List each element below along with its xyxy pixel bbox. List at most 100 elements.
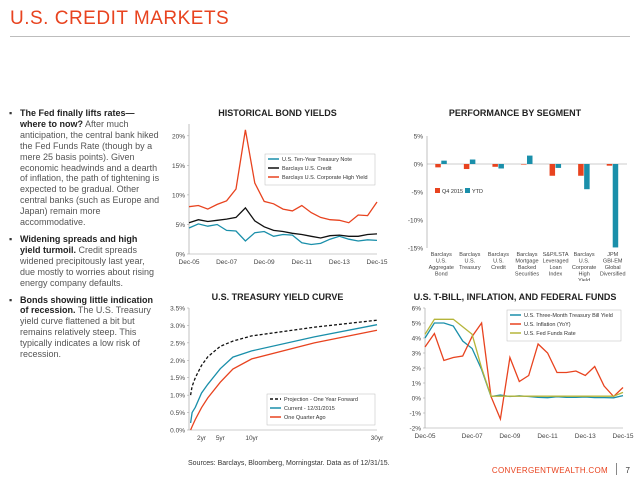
y-tick-label: 2% (412, 366, 422, 373)
x-tick-label: Dec-13 (575, 433, 596, 440)
category-label: Barclays (488, 252, 509, 258)
category-label: U.S. (465, 259, 476, 265)
bullet-body: Credit spreads widened precipitously las… (20, 244, 155, 288)
x-tick-label: Dec-09 (254, 259, 275, 266)
legend-swatch (435, 188, 440, 193)
series-line (188, 223, 378, 246)
x-tick-label: Dec-07 (216, 259, 237, 266)
y-tick-label: 5% (176, 222, 186, 229)
category-label: Mortgage (515, 259, 538, 265)
category-label: Barclays (459, 252, 480, 258)
chart-tbill-inflation-fedfunds: U.S. T-BILL, INFLATION, AND FEDERAL FUND… (395, 292, 635, 452)
page-title: U.S. CREDIT MARKETS (10, 8, 230, 29)
category-label: Yield (578, 278, 590, 281)
y-tick-label: -10% (408, 218, 423, 225)
chart-title: PERFORMANCE BY SEGMENT (448, 108, 582, 118)
y-tick-label: 3% (412, 351, 422, 358)
legend-label: One Quarter Ago (284, 415, 326, 421)
x-tick-label: 10yr (245, 435, 258, 442)
category-label: JPM (607, 252, 618, 258)
y-tick-label: 1% (412, 381, 422, 388)
website-link[interactable]: CONVERGENTWEALTH.COM (491, 466, 608, 475)
bar (549, 164, 556, 176)
bullet-heading: Widening spreads and high yield turmoil. (20, 233, 138, 255)
y-tick-label: -5% (411, 190, 423, 197)
series-line (424, 318, 624, 397)
category-label: Securities (515, 272, 539, 278)
legend-box (266, 393, 376, 426)
chart-performance-by-segment: PERFORMANCE BY SEGMENT 5% 0% -5% -10% -15% Ba… (395, 108, 635, 284)
y-tick-label: -2% (409, 426, 421, 433)
y-tick-label: 0% (176, 252, 186, 259)
bullet-item: The Fed finally lifts rates— where to no… (8, 108, 160, 228)
bar (521, 164, 527, 165)
series-line (189, 319, 378, 396)
x-tick-label: Dec-15 (613, 433, 634, 440)
bullet-body: After much anticipation, the central ban… (20, 118, 160, 228)
category-label: Global (605, 265, 621, 271)
y-tick-label: 2.0% (170, 358, 185, 365)
legend-label: U.S. Ten-Year Treasury Note (282, 157, 352, 163)
y-tick-label: 1.0% (170, 393, 185, 400)
legend-label: Q4 2015 (442, 189, 463, 195)
chart-title: U.S. T-BILL, INFLATION, AND FEDERAL FUND… (413, 292, 617, 302)
legend-label: Current - 12/31/2015 (284, 406, 335, 412)
x-tick-label: Dec-11 (292, 259, 313, 266)
x-tick-label: 5yr (216, 435, 226, 442)
series-line (188, 129, 378, 224)
bar (498, 164, 504, 169)
category-label: Treasury (459, 265, 481, 271)
category-label: U.S. (493, 259, 504, 265)
legend-label: U.S. Fed Funds Rate (524, 331, 576, 337)
category-label: High (578, 272, 589, 278)
x-tick-label: 2yr (197, 435, 207, 442)
category-label: Aggregate (429, 265, 454, 271)
performance-by-segment-plot: 5%0%-5%-10%-15%BarclaysU.S.AggregateBond… (408, 134, 627, 284)
chart-title: HISTORICAL BOND YIELDS (218, 108, 337, 118)
y-tick-label: 2.5% (170, 340, 185, 347)
x-tick-label: Dec-05 (415, 433, 436, 440)
bar (584, 164, 590, 190)
sources-note: Sources: Barclays, Bloomberg, Morningsta… (188, 460, 390, 467)
bullet-item: Bonds showing little indication of reces… (8, 295, 160, 360)
y-tick-label: 5% (412, 321, 422, 328)
x-tick-label: Dec-13 (329, 259, 350, 266)
category-label: Diversified (600, 272, 626, 278)
y-tick-label: 20% (172, 133, 185, 140)
category-label: Index (549, 272, 563, 278)
category-label: Credit (491, 265, 506, 271)
footer-divider (616, 463, 617, 475)
bar (463, 164, 470, 170)
bullet-heading: The Fed finally lifts rates— where to no… (20, 108, 135, 129)
legend-label: Barclays U.S. Corporate High Yield (282, 175, 368, 181)
bar (555, 164, 562, 168)
y-tick-label: 15% (172, 163, 185, 170)
bar (492, 164, 498, 167)
commentary-list: The Fed finally lifts rates— where to no… (8, 108, 160, 366)
chart-historical-bond-yields: HISTORICAL BOND YIELDS 0% 5% 10% 15% 20% Dec-… (165, 108, 390, 268)
category-label: Corporate (572, 265, 596, 271)
y-tick-label: 10% (172, 192, 185, 199)
x-tick-label: Dec-05 (179, 259, 200, 266)
category-label: Leveraged (543, 259, 569, 265)
bar (527, 155, 533, 164)
category-label: S&P/LSTA (543, 252, 569, 258)
x-tick-label: Dec-15 (367, 259, 388, 266)
bar (435, 164, 441, 168)
y-tick-label: 1.5% (170, 375, 185, 382)
y-tick-label: 0.0% (170, 428, 185, 435)
category-label: Bond (435, 272, 448, 278)
bullet-item: Widening spreads and high yield turmoil.… (8, 234, 160, 289)
legend-label: U.S. Inflation (YoY) (524, 322, 571, 328)
page-number: 7 (625, 466, 630, 475)
y-tick-label: 5% (414, 134, 424, 141)
legend-box (264, 153, 376, 186)
category-label: Loan (549, 265, 561, 271)
bar (441, 160, 447, 164)
legend-box (506, 309, 622, 342)
category-label: Barclays (574, 252, 595, 258)
series-line (190, 329, 378, 431)
legend-label: Barclays U.S. Credit (282, 166, 332, 172)
y-tick-label: 0% (412, 396, 422, 403)
category-label: Barclays (516, 252, 537, 258)
